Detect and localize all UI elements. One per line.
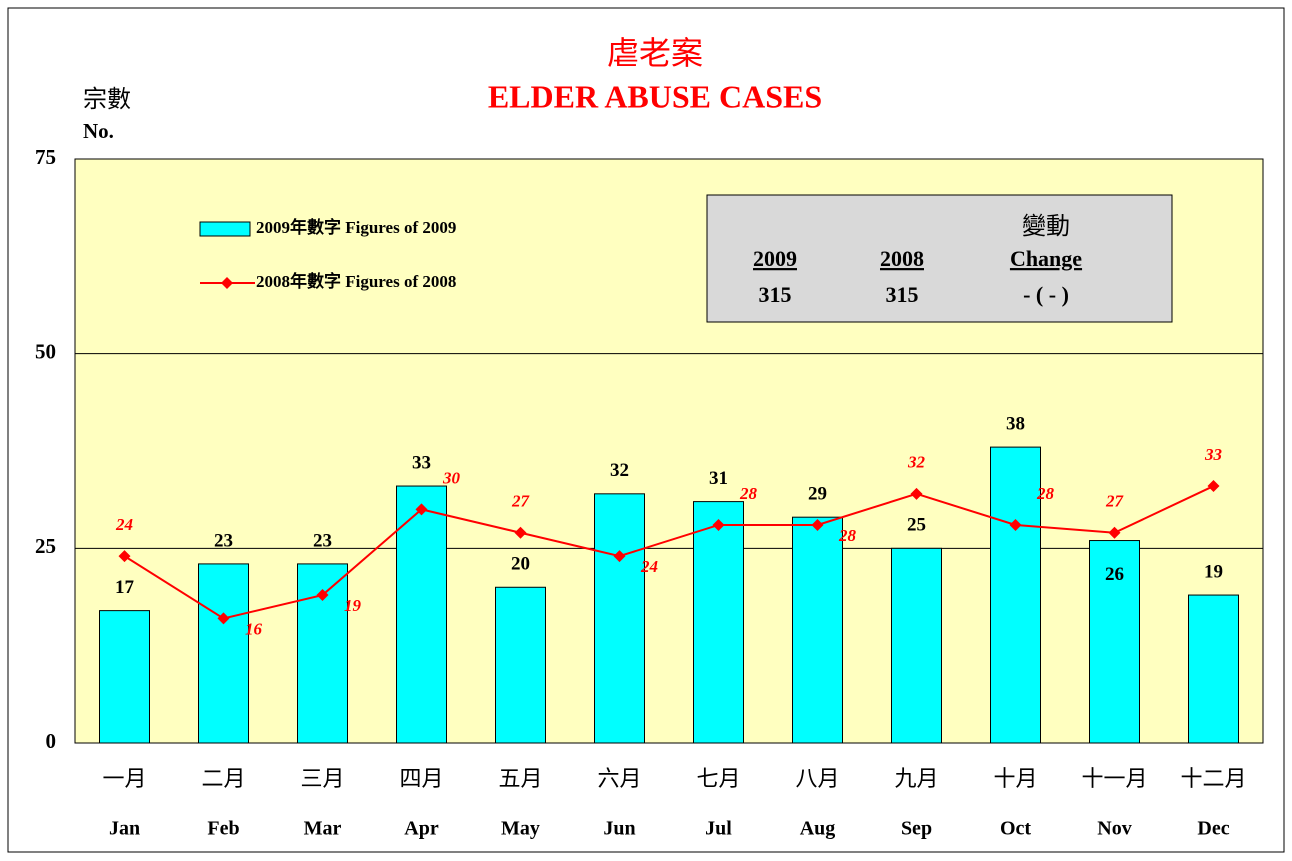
x-tick-label: 九月	[894, 767, 938, 792]
summary-header: 2009	[753, 246, 797, 271]
line-value-label: 27	[511, 492, 531, 511]
line-marker	[415, 503, 428, 516]
bar-value-label: 33	[412, 452, 431, 473]
bar	[495, 586, 546, 744]
line-value-label: 32	[907, 453, 926, 472]
line-marker	[1108, 526, 1121, 539]
bar-value-label: 29	[808, 484, 827, 505]
x-tick-label: Apr	[404, 818, 439, 840]
line-marker	[712, 518, 725, 531]
bar-value-label: 19	[1204, 561, 1223, 582]
bar-value-label: 38	[1006, 413, 1025, 434]
chart-subtitle: ELDER ABUSE CASES	[488, 78, 822, 114]
bar-value-label: 20	[511, 554, 530, 575]
line-marker	[118, 550, 131, 563]
x-tick-label: Jan	[109, 818, 140, 840]
x-tick-label: 二月	[201, 767, 245, 792]
bar	[198, 563, 249, 744]
line-marker	[910, 487, 923, 500]
bar	[792, 516, 843, 744]
y-tick-label: 75	[35, 145, 56, 169]
legend-swatch	[221, 277, 233, 289]
bar	[990, 446, 1041, 744]
summary-value: 315	[759, 282, 792, 307]
bar	[891, 547, 942, 744]
bar-value-label: 32	[610, 460, 629, 481]
line-marker	[1009, 518, 1022, 531]
line-value-label: 33	[1204, 445, 1223, 464]
bar-value-label: 17	[115, 577, 135, 598]
bar	[693, 501, 744, 744]
y-tick-label: 0	[46, 729, 57, 753]
x-tick-label: 六月	[597, 767, 641, 792]
line-marker	[1207, 480, 1220, 493]
x-tick-label: 一月	[102, 767, 146, 792]
line-value-label: 24	[115, 515, 133, 534]
legend-swatch	[199, 221, 251, 237]
x-tick-label: 八月	[795, 767, 839, 792]
line-value-label: 30	[442, 468, 461, 487]
x-tick-label: 七月	[696, 767, 740, 792]
bar	[594, 493, 645, 744]
line-marker	[316, 589, 329, 602]
x-tick-label: 五月	[498, 767, 542, 792]
line-value-label: 28	[739, 484, 758, 503]
y-tick-label: 50	[35, 339, 56, 363]
y-axis-label-en: No.	[83, 119, 114, 143]
x-tick-label: Jul	[705, 818, 732, 840]
y-tick-label: 25	[35, 534, 56, 558]
legend-label: 2009年數字 Figures of 2009	[256, 217, 456, 237]
x-tick-label: 三月	[300, 767, 344, 792]
bar	[1089, 540, 1140, 744]
line-value-label: 28	[838, 526, 857, 545]
x-tick-label: 四月	[399, 767, 443, 792]
line-marker	[613, 550, 626, 563]
line	[123, 485, 1214, 620]
line-value-label: 19	[344, 596, 362, 615]
x-tick-label: Oct	[1000, 818, 1031, 840]
bar	[99, 610, 150, 744]
x-tick-label: 十月	[993, 767, 1037, 792]
x-tick-label: Aug	[800, 818, 836, 840]
x-tick-label: Sep	[901, 818, 932, 840]
summary-value: - ( - )	[1023, 282, 1069, 307]
legend-label: 2008年數字 Figures of 2008	[256, 271, 456, 291]
line-value-label: 28	[1036, 484, 1055, 503]
bar-value-label: 31	[709, 468, 728, 489]
line-marker	[811, 518, 824, 531]
summary-box	[706, 194, 1173, 323]
summary-value: 315	[886, 282, 919, 307]
line-value-label: 24	[640, 557, 658, 576]
bar	[1188, 594, 1239, 744]
x-tick-label: Jun	[603, 818, 635, 840]
bar-value-label: 23	[214, 530, 233, 551]
line-marker	[217, 612, 230, 625]
bar-value-label: 26	[1105, 564, 1124, 585]
x-tick-label: Feb	[207, 818, 239, 840]
x-tick-label: 十二月	[1180, 767, 1246, 792]
line-marker	[514, 526, 527, 539]
line-value-label: 16	[245, 619, 263, 638]
bar-value-label: 25	[907, 515, 926, 536]
x-tick-label: May	[501, 818, 540, 840]
summary-header: Change	[1010, 246, 1082, 271]
y-axis-label: 宗數	[83, 85, 131, 113]
x-tick-label: Dec	[1197, 818, 1229, 840]
bar-value-label: 23	[313, 530, 332, 551]
x-tick-label: Mar	[304, 818, 342, 840]
chart-title: 虐老案	[607, 34, 703, 72]
line-value-label: 27	[1105, 492, 1125, 511]
summary-header: 2008	[880, 246, 924, 271]
summary-change-title: 變動	[1022, 212, 1070, 240]
x-tick-label: Nov	[1097, 818, 1131, 840]
x-tick-label: 十一月	[1081, 767, 1147, 792]
bar	[396, 485, 447, 744]
